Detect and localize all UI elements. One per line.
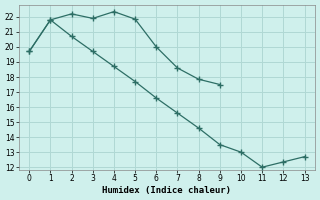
X-axis label: Humidex (Indice chaleur): Humidex (Indice chaleur): [102, 186, 231, 195]
